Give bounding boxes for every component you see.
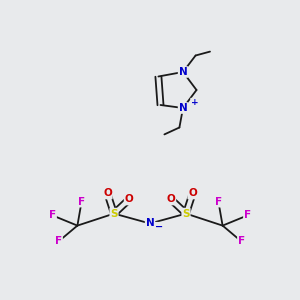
Text: O: O [188, 188, 197, 199]
Text: F: F [238, 236, 245, 247]
Text: O: O [103, 188, 112, 199]
Text: F: F [55, 236, 62, 247]
Text: N: N [178, 103, 188, 113]
Text: F: F [49, 210, 56, 220]
Text: S: S [182, 208, 190, 219]
Text: F: F [215, 196, 222, 207]
Text: O: O [167, 194, 176, 205]
Text: F: F [78, 196, 85, 207]
Text: N: N [146, 218, 154, 229]
Text: F: F [244, 210, 251, 220]
Text: N: N [178, 67, 188, 77]
Text: +: + [190, 98, 198, 107]
Text: S: S [110, 208, 118, 219]
Text: −: − [154, 222, 163, 232]
Text: O: O [124, 194, 134, 205]
